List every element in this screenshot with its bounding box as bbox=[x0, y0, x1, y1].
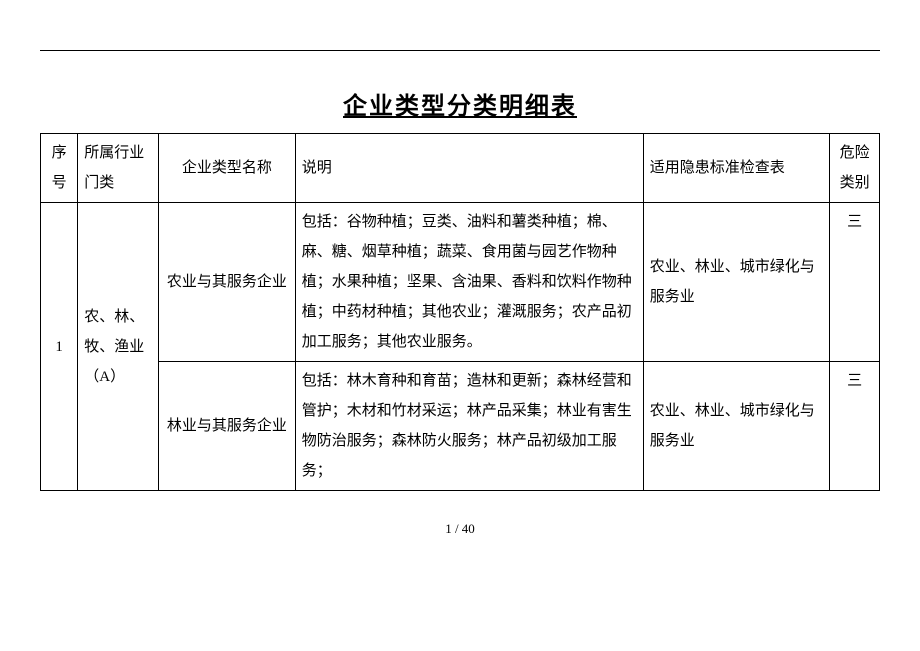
classification-table: 序号 所属行业门类 企业类型名称 说明 适用隐患标准检查表 危险类别 1 农、林… bbox=[40, 133, 880, 491]
page-top-rule bbox=[40, 50, 880, 51]
cell-industry: 农、林、牧、渔业（A） bbox=[78, 203, 159, 491]
header-type: 企业类型名称 bbox=[159, 134, 296, 203]
header-industry: 所属行业门类 bbox=[78, 134, 159, 203]
cell-type: 林业与其服务企业 bbox=[159, 362, 296, 491]
cell-desc: 包括：林木育种和育苗；造林和更新；森林经营和管护；木材和竹材采运；林产品采集；林… bbox=[295, 362, 643, 491]
table-row: 1 农、林、牧、渔业（A） 农业与其服务企业 包括：谷物种植；豆类、油料和薯类种… bbox=[41, 203, 880, 362]
cell-check: 农业、林业、城市绿化与服务业 bbox=[643, 203, 829, 362]
header-check: 适用隐患标准检查表 bbox=[643, 134, 829, 203]
cell-risk: 三 bbox=[830, 362, 880, 491]
cell-risk: 三 bbox=[830, 203, 880, 362]
header-risk: 危险类别 bbox=[830, 134, 880, 203]
cell-check: 农业、林业、城市绿化与服务业 bbox=[643, 362, 829, 491]
header-desc: 说明 bbox=[295, 134, 643, 203]
cell-type: 农业与其服务企业 bbox=[159, 203, 296, 362]
page-title: 企业类型分类明细表 bbox=[40, 86, 880, 121]
header-seq: 序号 bbox=[41, 134, 78, 203]
table-row: 林业与其服务企业 包括：林木育种和育苗；造林和更新；森林经营和管护；木材和竹材采… bbox=[41, 362, 880, 491]
page-footer: 1 / 40 bbox=[40, 521, 880, 537]
table-header-row: 序号 所属行业门类 企业类型名称 说明 适用隐患标准检查表 危险类别 bbox=[41, 134, 880, 203]
cell-desc: 包括：谷物种植；豆类、油料和薯类种植；棉、麻、糖、烟草种植；蔬菜、食用菌与园艺作… bbox=[295, 203, 643, 362]
cell-seq: 1 bbox=[41, 203, 78, 491]
